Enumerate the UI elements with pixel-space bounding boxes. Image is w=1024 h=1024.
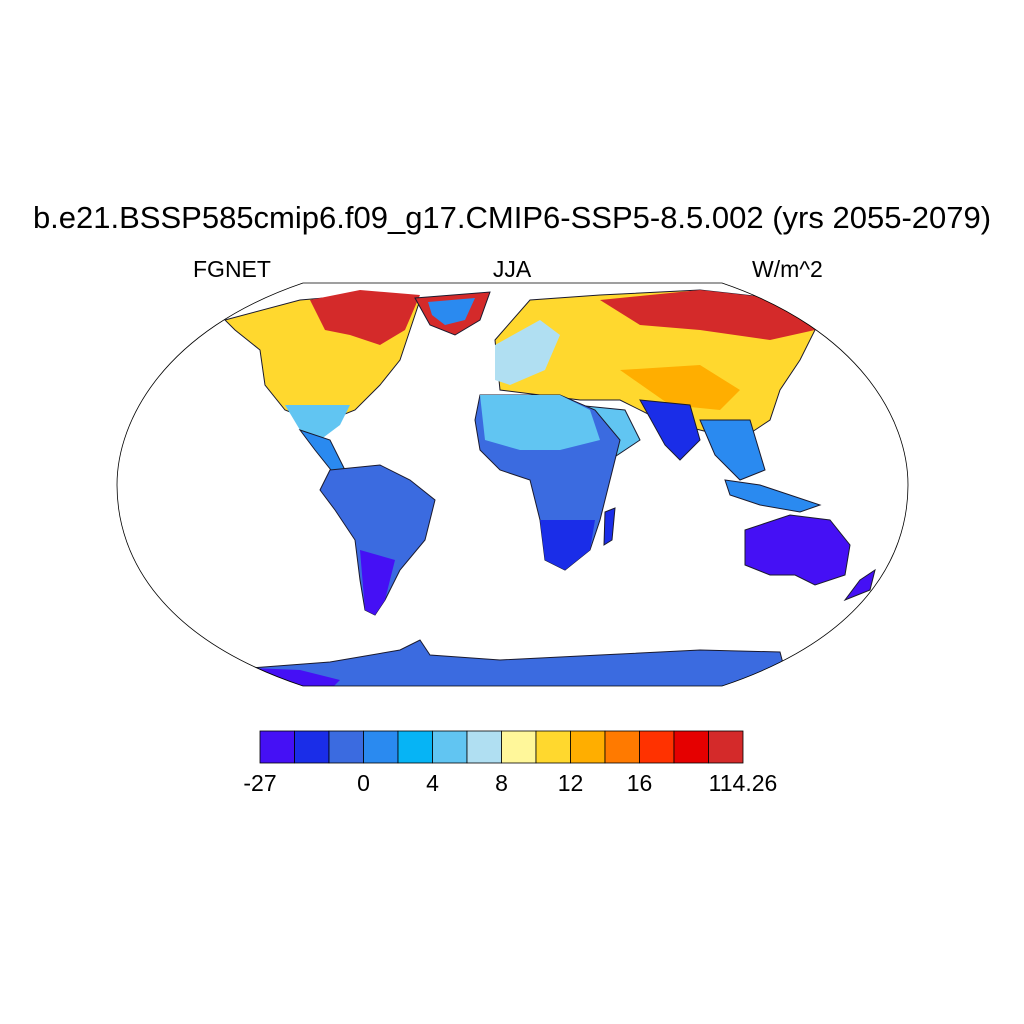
map-frame (116, 282, 909, 687)
indonesia (724, 479, 822, 513)
madagascar (603, 507, 616, 546)
australia (744, 514, 851, 586)
colorbar-label: 114.26 (708, 770, 778, 796)
north-america-south (285, 405, 350, 440)
land-areas (224, 289, 876, 686)
colorbar-swatch (604, 730, 640, 764)
europe-west (495, 320, 560, 385)
colorbar-swatch (363, 730, 399, 764)
colorbar-label: 0 (357, 770, 370, 796)
greenland-interior (428, 298, 475, 325)
colorbar-swatch (466, 730, 502, 764)
subtitle-left: FGNET (193, 256, 271, 282)
colorbar-label: -27 (243, 770, 277, 796)
colorbar-swatch (501, 730, 537, 764)
colorbar-swatch (570, 730, 606, 764)
south-asia (639, 399, 701, 461)
colorbar-swatch (328, 730, 364, 764)
plot-title: b.e21.BSSP585cmip6.f09_g17.CMIP6-SSP5-8.… (32, 200, 992, 235)
new-zealand (843, 568, 876, 602)
southeast-asia (699, 419, 766, 481)
antarctica (239, 639, 791, 686)
subtitle-center: JJA (492, 256, 532, 282)
colorbar-swatch (294, 730, 330, 764)
colorbar-swatch (535, 730, 571, 764)
colorbar-label: 8 (495, 770, 508, 796)
colorbar-swatch (397, 730, 433, 764)
colorbar-swatch (259, 730, 295, 764)
canada-north (310, 290, 420, 345)
colorbar-swatch (708, 730, 744, 764)
subtitle-right: W/m^2 (752, 256, 823, 282)
colorbar-swatch (432, 730, 468, 764)
central-asia (620, 365, 740, 410)
colorbar-swatch (639, 730, 675, 764)
colorbar-label: 12 (557, 770, 584, 796)
africa-south (540, 520, 595, 570)
africa-north (480, 395, 600, 450)
colorbar-label: 4 (426, 770, 439, 796)
colorbar-swatch (673, 730, 709, 764)
colorbar (259, 730, 744, 764)
colorbar-label: 16 (626, 770, 653, 796)
south-america-south (360, 550, 395, 615)
siberia (600, 290, 815, 340)
